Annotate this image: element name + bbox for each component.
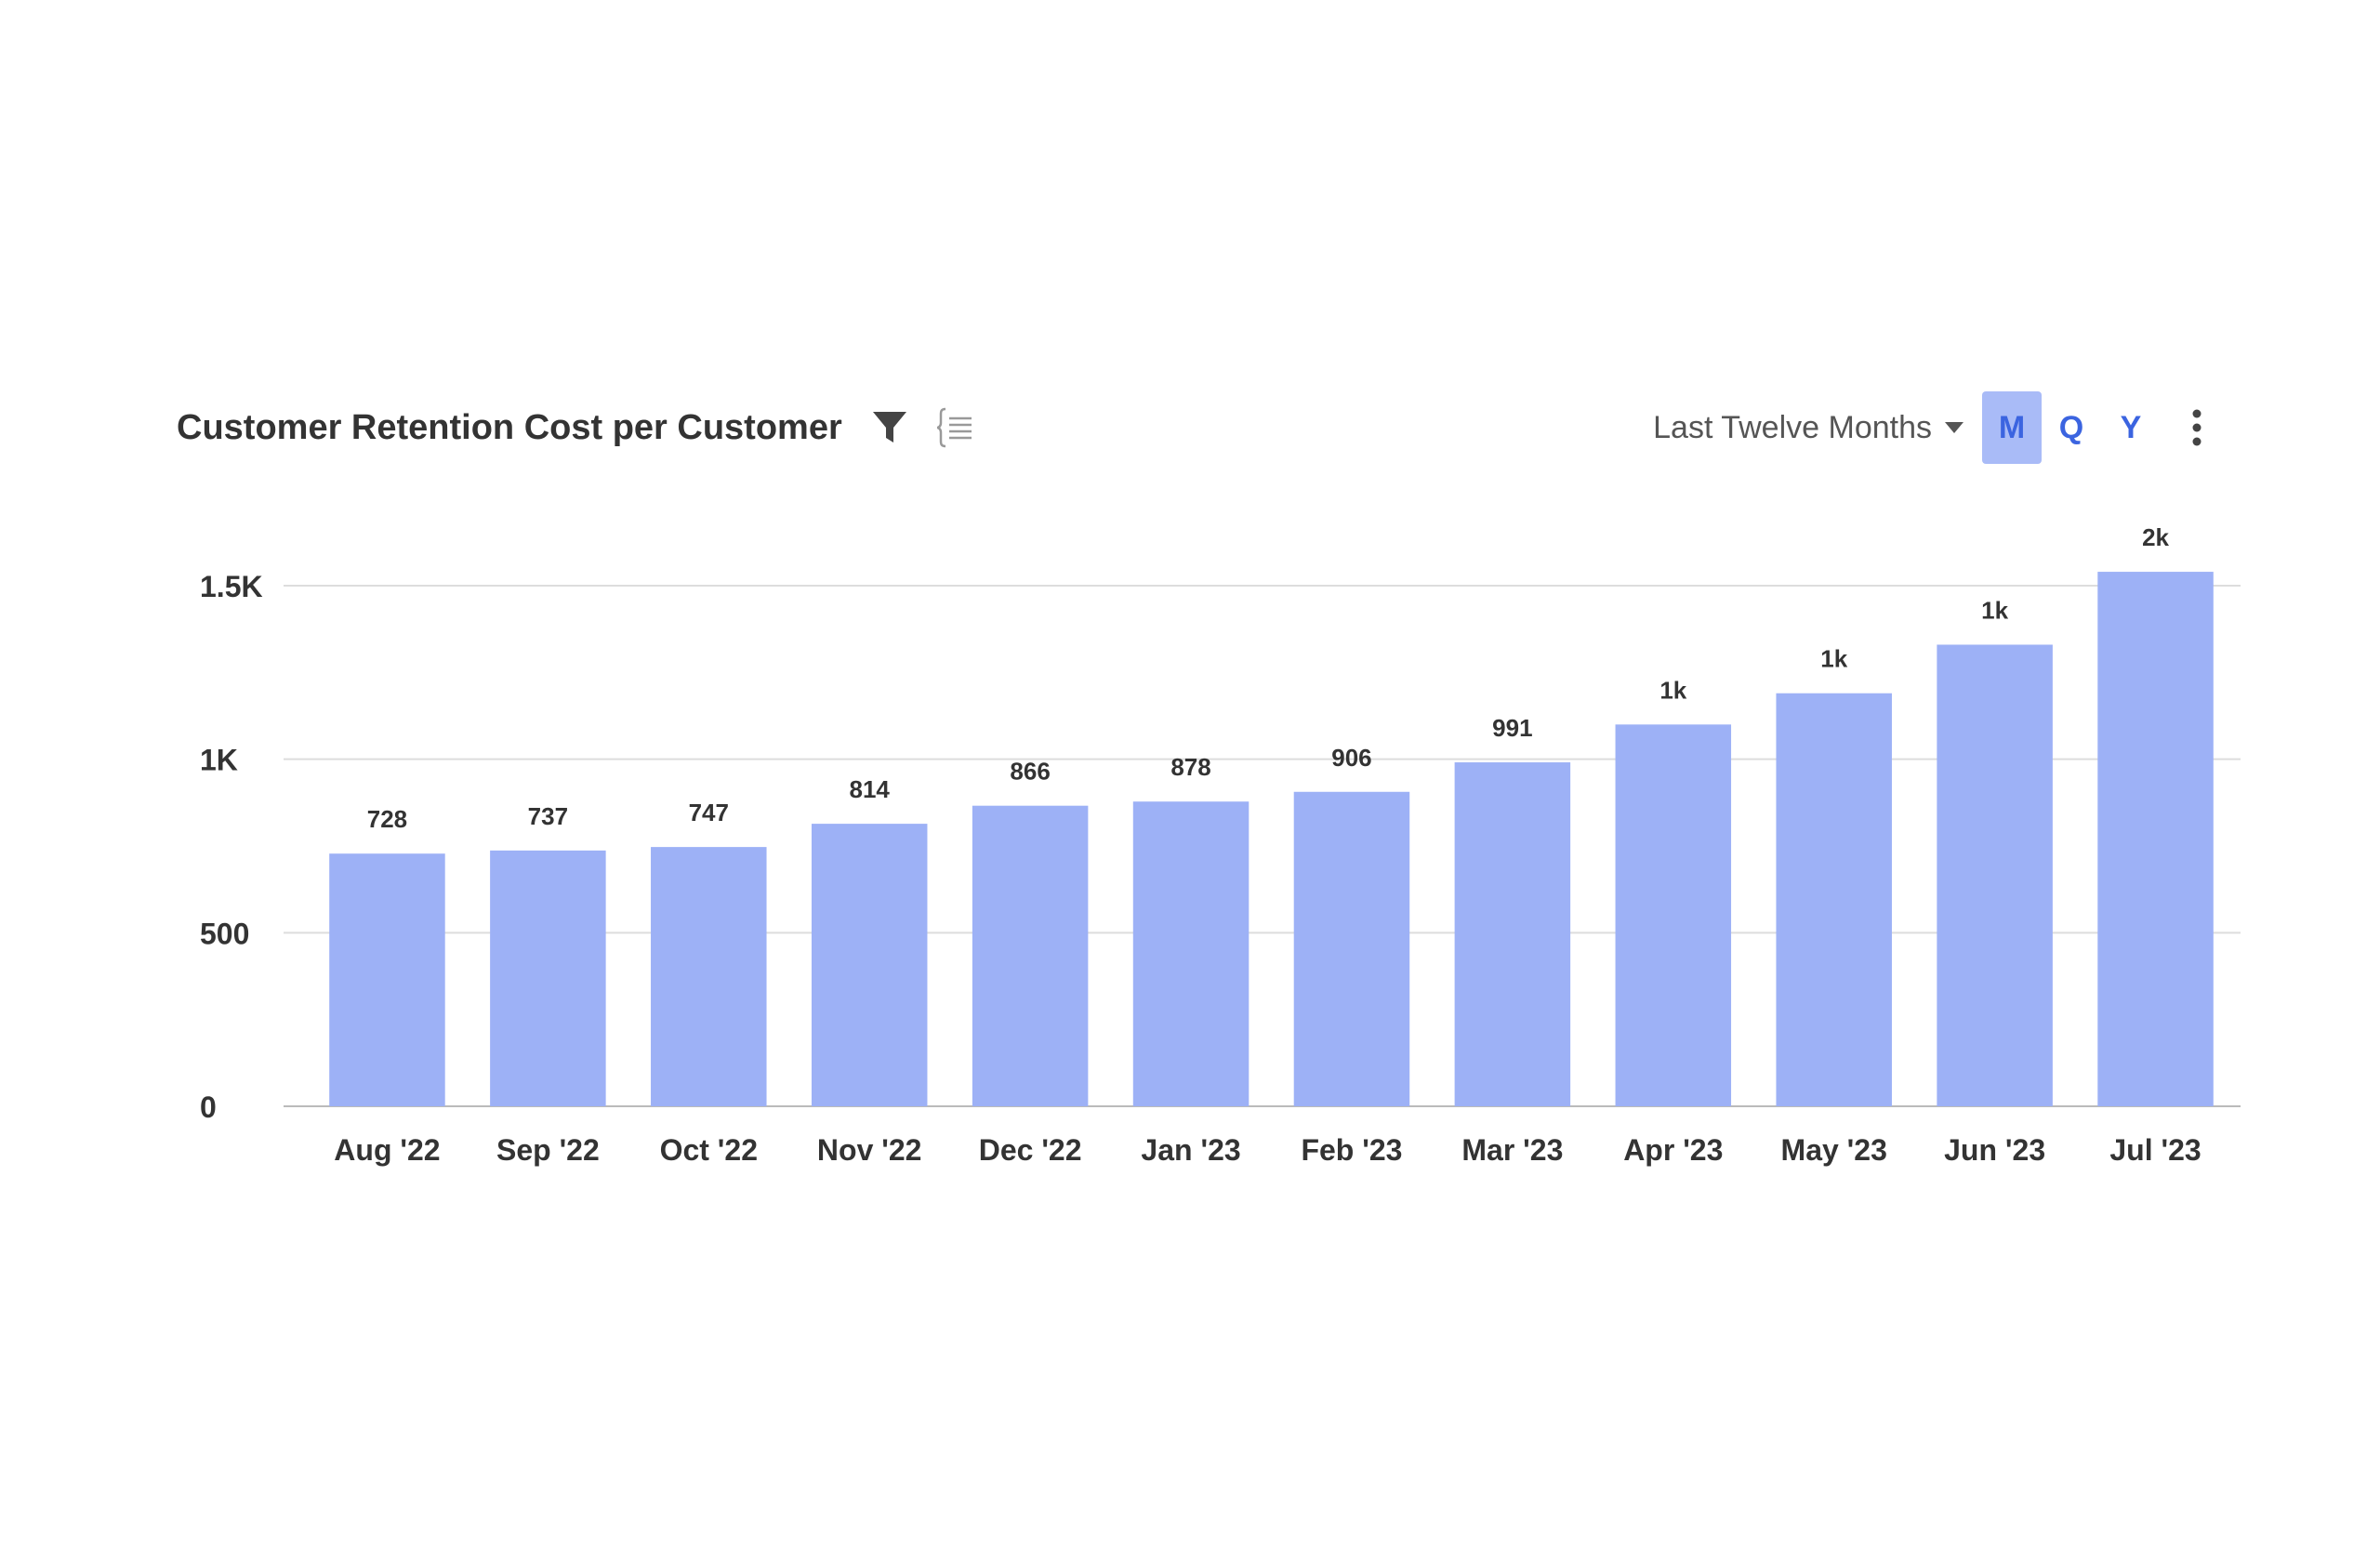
bar [1937,644,2053,1106]
bar [1776,693,1892,1106]
x-tick-label: Jul '23 [2109,1133,2201,1167]
bar [329,853,445,1106]
range-label: Last Twelve Months [1653,409,1932,445]
x-tick-label: Oct '22 [660,1133,758,1167]
chart-card: 0 500 1K 1.5K 728 Aug '22 737 Sep '22 747 Oct '22… [158,339,2259,1218]
bar [490,850,606,1106]
data-label: 991 [1492,714,1532,742]
data-label: 728 [367,805,407,833]
data-label: 866 [1010,758,1050,786]
data-label: 2k [2142,523,2169,551]
y-tick-label: 1K [200,744,238,777]
caret-down-icon [1945,422,1964,433]
x-tick-label: Jan '23 [1141,1133,1240,1167]
bar [1293,791,1410,1106]
data-label: 1k [1659,676,1686,704]
period-button-month[interactable]: M [1982,391,2042,464]
x-tick-label: Apr '23 [1623,1133,1723,1167]
chart-title: Customer Retention Cost per Customer [177,407,842,447]
filter-icon[interactable] [865,403,915,453]
data-label: 747 [689,799,729,826]
bar [972,805,1089,1106]
x-tick-label: Nov '22 [817,1133,922,1167]
y-tick-label: 1.5K [200,570,263,603]
period-button-quarter[interactable]: Q [2058,409,2084,445]
x-tick-label: Feb '23 [1301,1133,1402,1167]
card-header: Customer Retention Cost per Customer Las… [177,390,2222,465]
data-label: 814 [850,775,891,803]
x-tick-label: Dec '22 [979,1133,1082,1167]
period-toggle: M Q Y [1982,391,2161,464]
bar [2097,572,2214,1106]
x-tick-label: Jun '23 [1944,1133,2045,1167]
x-tick-label: May '23 [1781,1133,1887,1167]
legend-list-icon[interactable] [930,403,980,453]
bar [1454,762,1571,1106]
more-vertical-icon[interactable] [2172,403,2222,453]
data-label: 878 [1170,753,1210,781]
x-tick-label: Mar '23 [1461,1133,1563,1167]
y-tick-label: 0 [200,1090,217,1124]
x-tick-label: Aug '22 [334,1133,440,1167]
data-label: 1k [1981,596,2008,624]
data-label: 737 [528,802,568,830]
y-tick-label: 500 [200,917,249,950]
data-label: 906 [1331,744,1371,772]
bar [651,847,767,1106]
period-button-year[interactable]: Y [2120,409,2142,445]
bar [1132,801,1250,1106]
bar [1615,724,1732,1106]
x-tick-label: Sep '22 [496,1133,600,1167]
range-dropdown[interactable]: Last Twelve Months [1653,410,1964,446]
bar [811,824,928,1106]
data-label: 1k [1820,645,1847,673]
bar-chart: 0 500 1K 1.5K 728 Aug '22 737 Sep '22 747 Oct '22… [200,523,2241,1167]
